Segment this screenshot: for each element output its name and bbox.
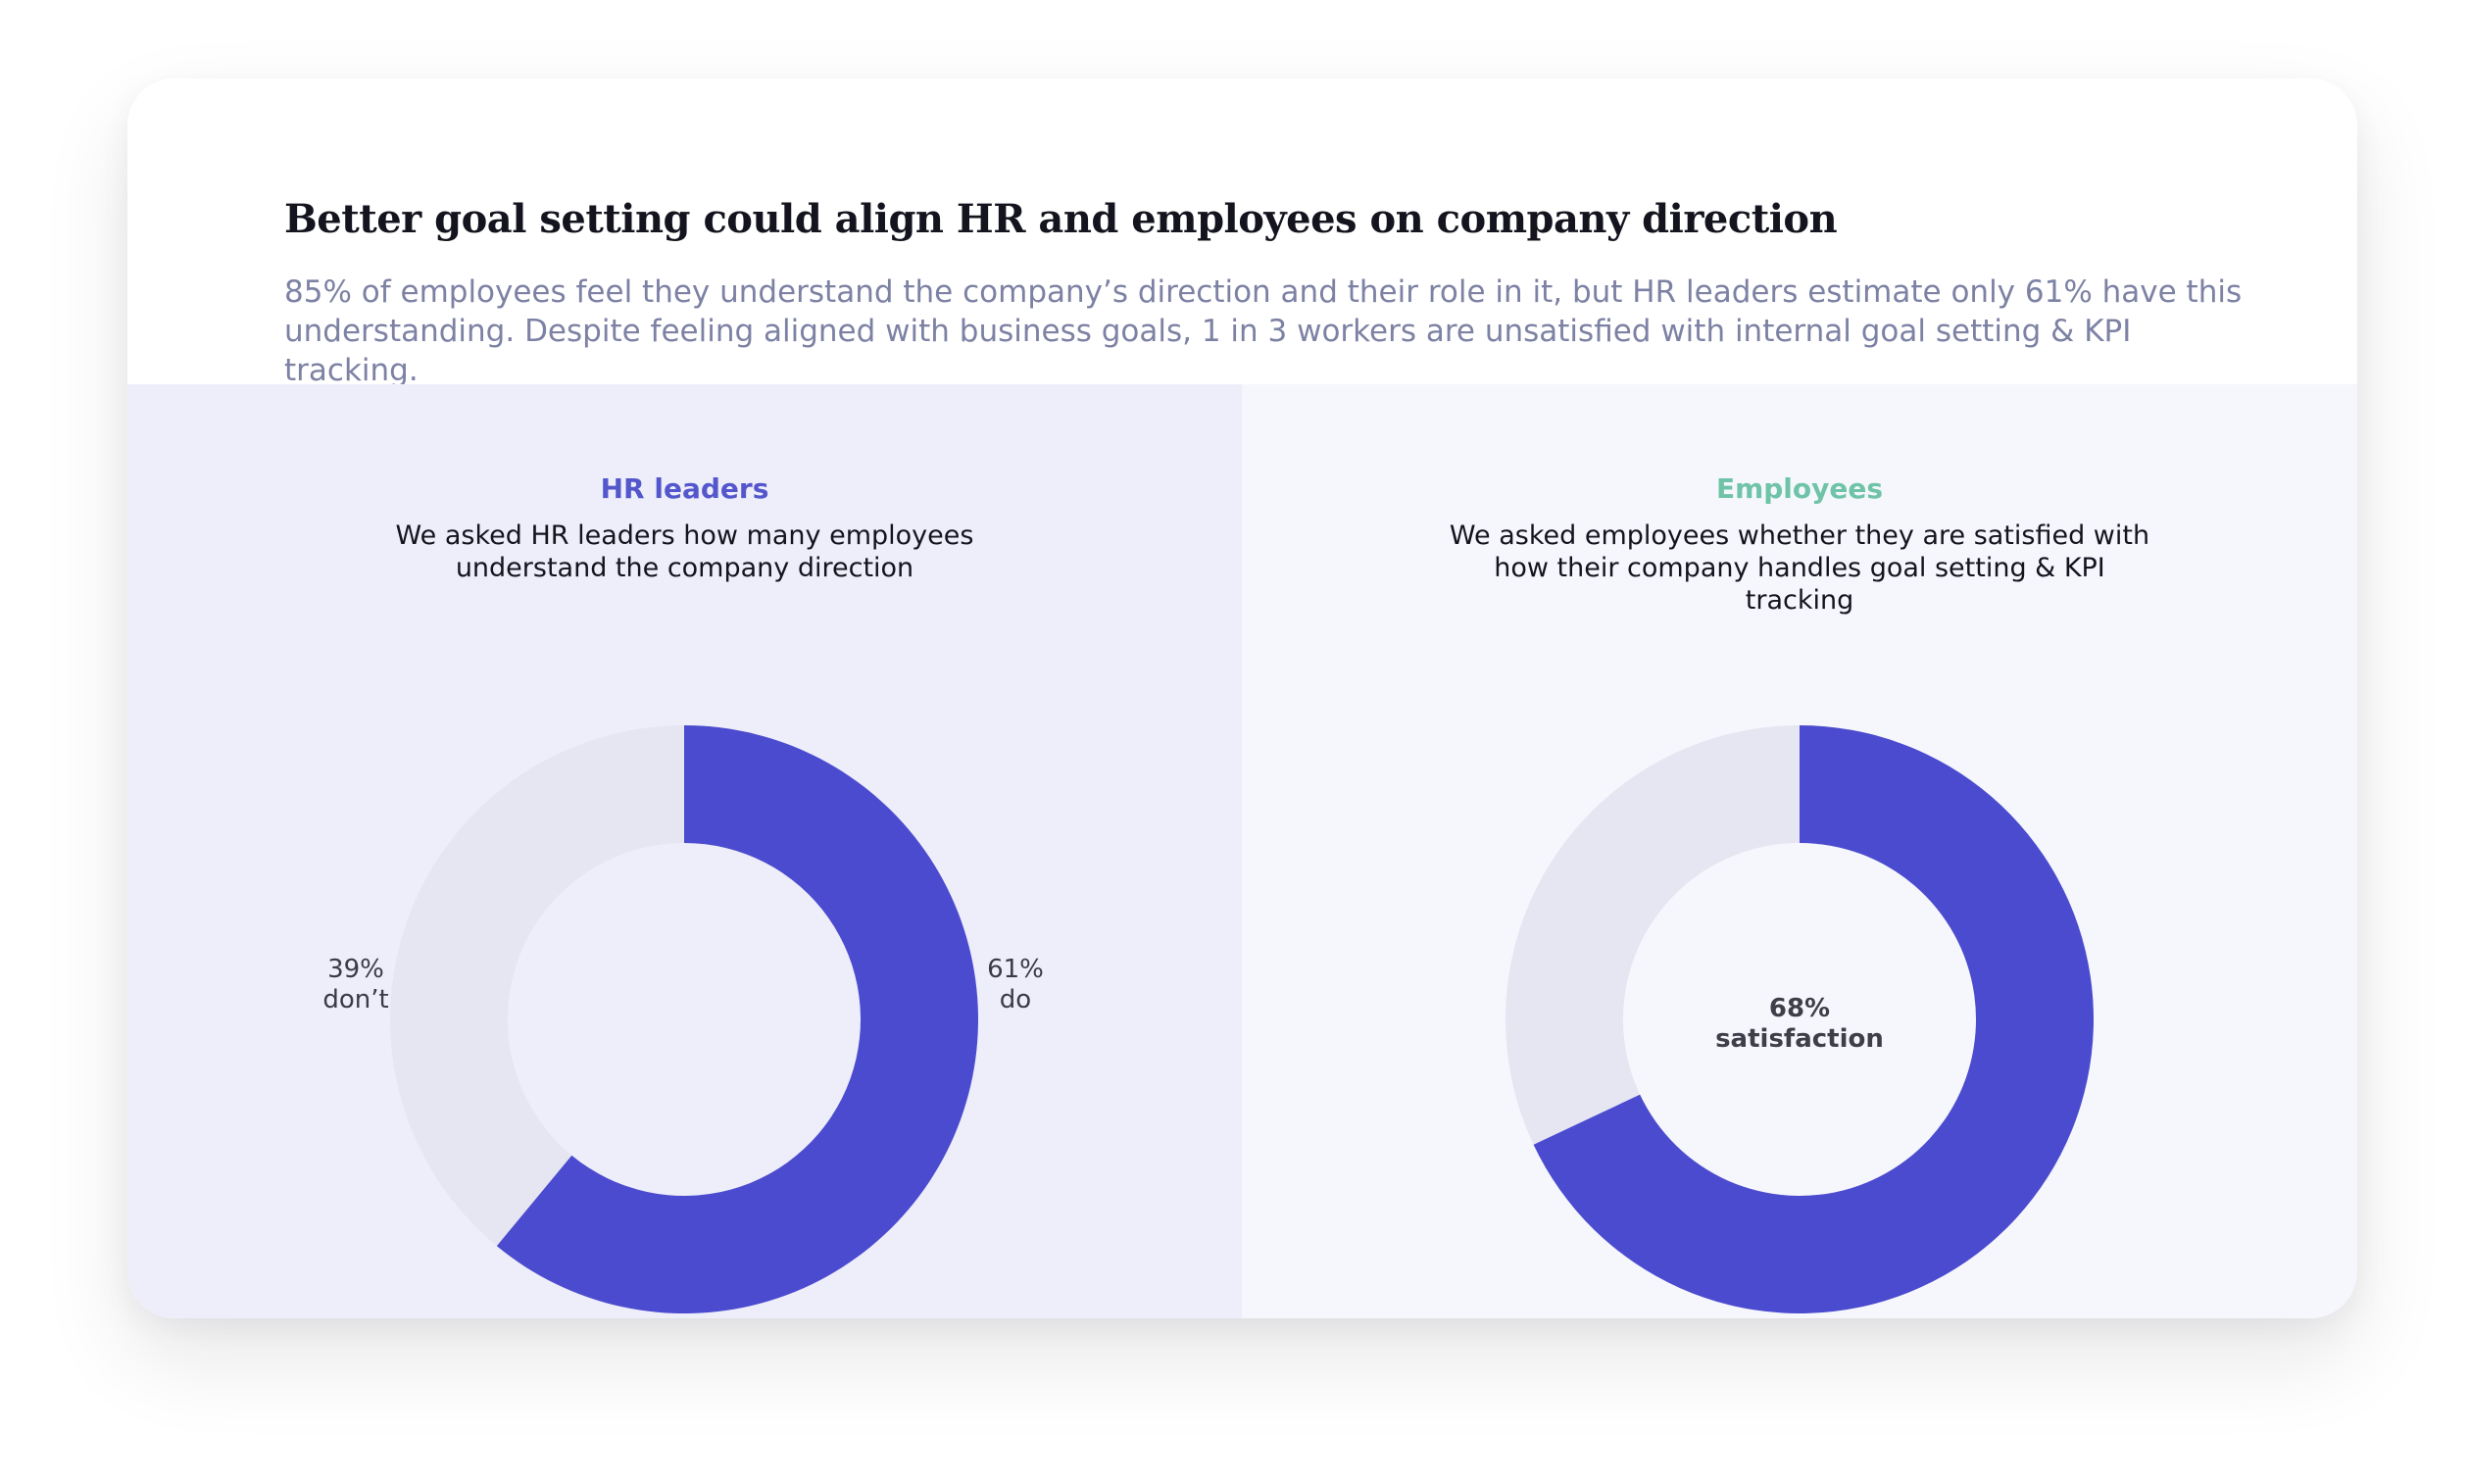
remainder-data-label: 39% don’t [307,955,405,1015]
remainder-slice [390,725,684,1247]
remainder-value: 39% [327,955,384,984]
employees-donut-chart [1505,725,2094,1313]
filled-value: 61% [987,955,1044,984]
filled-slice [1533,725,2094,1313]
hr-leaders-label: HR leaders [600,472,769,505]
report-card: Better goal setting could align HR and e… [127,78,2357,1318]
page-title: Better goal setting could align HR and e… [284,196,1838,242]
center-value: 68% [1768,994,1831,1023]
hr-leaders-panel: HR leaders We asked HR leaders how many … [127,384,1242,1318]
employees-panel: Employees We asked employees whether the… [1242,384,2357,1318]
card-header: Better goal setting could align HR and e… [127,78,2357,388]
remainder-slice [1505,725,1800,1145]
page-subtitle: 85% of employees feel they understand th… [284,274,2243,388]
filled-slice [496,725,978,1313]
employees-label: Employees [1715,472,1884,505]
employees-question: We asked employees whether they are sati… [1449,520,2150,616]
remainder-text: don’t [322,985,389,1014]
filled-data-label: 61% do [966,955,1064,1015]
center-data-label: 68% satisfaction [1604,994,1996,1055]
hr-leaders-donut-chart [390,725,978,1313]
hr-leaders-question: We asked HR leaders how many employees u… [395,520,974,583]
filled-text: do [999,985,1032,1014]
center-text: satisfaction [1715,1024,1884,1054]
